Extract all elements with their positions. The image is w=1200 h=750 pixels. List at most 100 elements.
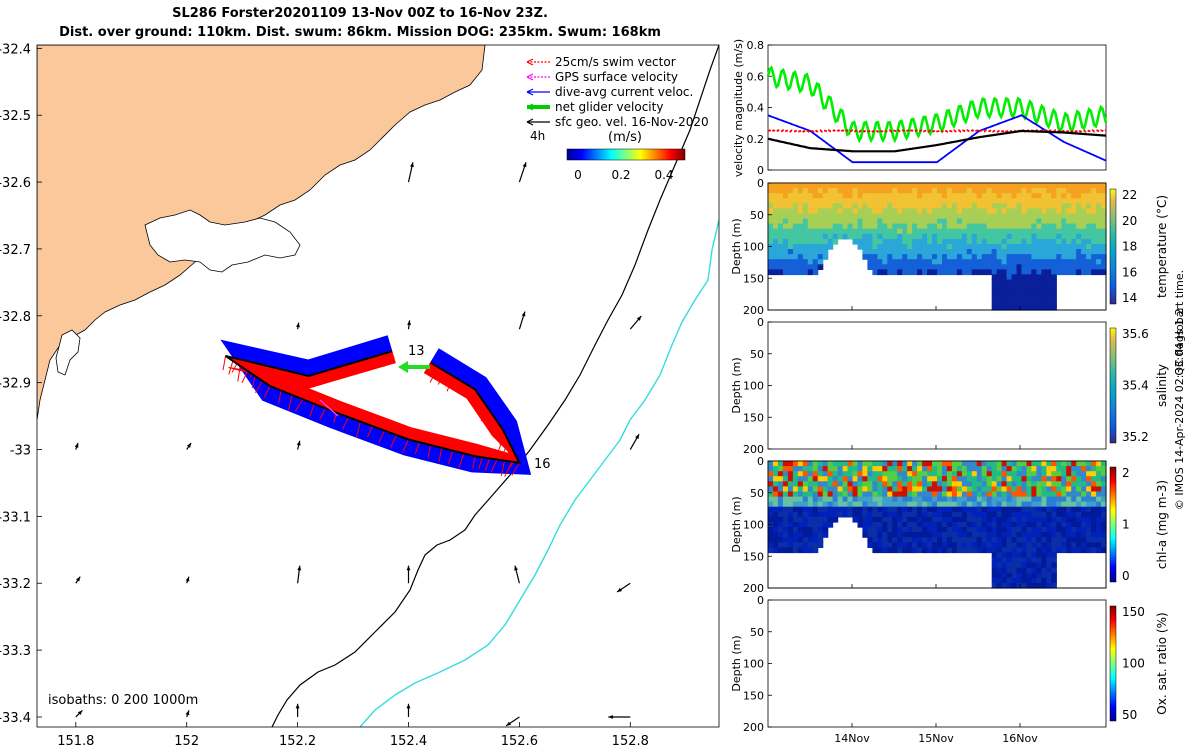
chla-cell xyxy=(927,486,933,493)
temperature-cell xyxy=(981,188,988,194)
chla-cell xyxy=(907,542,913,548)
temperature-cell xyxy=(1041,259,1047,265)
chla-cell xyxy=(1076,491,1082,498)
chla-cell xyxy=(937,522,943,528)
temperature-cell xyxy=(882,264,888,270)
temperature-cell xyxy=(777,193,784,199)
temperature-cell xyxy=(942,259,948,265)
temperature-cell xyxy=(882,228,888,235)
chla-cell xyxy=(1076,476,1082,482)
temperature-cell xyxy=(1096,228,1102,235)
temperature-cell xyxy=(812,188,819,194)
temperature-cell xyxy=(1061,238,1067,245)
temperature-cell xyxy=(1051,228,1057,235)
temperature-cell xyxy=(1076,249,1082,255)
chla-cell xyxy=(937,506,943,513)
chla-cell xyxy=(882,516,888,523)
temperature-cell xyxy=(827,193,834,199)
temperature-cell xyxy=(937,244,943,250)
chla-cell xyxy=(822,532,829,538)
chla-cell xyxy=(1086,471,1092,477)
chla-cell xyxy=(768,491,774,498)
temperature-cell xyxy=(981,218,988,225)
temperature-cell xyxy=(822,228,829,235)
temperature-cell xyxy=(802,238,809,245)
temperature-cell xyxy=(1101,213,1107,220)
temperature-cell xyxy=(777,223,784,230)
temperature-cell xyxy=(1086,223,1092,230)
chla-cell xyxy=(867,527,873,533)
chla-cell xyxy=(812,466,819,472)
temperature-cell xyxy=(1011,198,1018,204)
temperature-cell xyxy=(817,213,824,220)
geo-vector-head xyxy=(406,703,411,709)
temperature-cell xyxy=(1011,284,1018,291)
chla-cell xyxy=(942,542,948,548)
temperature-cell xyxy=(1071,269,1077,276)
chla-cell xyxy=(812,537,819,543)
temperature-cell xyxy=(971,269,978,276)
temperature-cell xyxy=(1006,228,1013,235)
chla-cell xyxy=(991,506,998,513)
chla-cell xyxy=(837,471,844,477)
chla-cell xyxy=(792,537,799,543)
chla-cell xyxy=(847,491,854,498)
temperature-cell xyxy=(1036,213,1042,220)
temperature-cell xyxy=(937,264,943,270)
chla-cell xyxy=(807,471,814,477)
temperature-cell xyxy=(857,233,864,240)
swim-vector-tick xyxy=(371,355,379,367)
temperature-cell xyxy=(773,233,779,240)
chla-cell xyxy=(787,491,794,498)
chla-cell xyxy=(917,511,923,518)
chla-cell xyxy=(1041,466,1047,472)
chla-cell xyxy=(956,527,963,533)
chla-cell xyxy=(773,481,779,487)
chla-cell xyxy=(872,496,878,503)
velocity-panel: 00.20.40.60.8 velocity magnitude (m/s) xyxy=(732,39,1108,177)
temperature-cell xyxy=(1091,218,1097,225)
temperature-cell xyxy=(867,208,873,215)
temperature-cell xyxy=(996,244,1003,250)
chla-cell xyxy=(897,532,903,538)
temperature-cell xyxy=(892,238,898,245)
chla-cell xyxy=(946,506,953,513)
depth-tick-label: 200 xyxy=(743,582,764,595)
temperature-cell xyxy=(986,188,993,194)
chla-cell xyxy=(1001,567,1008,574)
chla-cell xyxy=(966,476,973,482)
chla-cell xyxy=(961,466,968,472)
chla-cell xyxy=(837,496,844,503)
temperature-cell xyxy=(907,233,913,240)
chla-cell xyxy=(966,501,973,508)
chla-cell xyxy=(777,461,784,467)
chla-colorbar xyxy=(1109,466,1117,583)
temperature-cell xyxy=(956,269,963,276)
chla-cell xyxy=(1041,537,1047,543)
swim-vector-tick xyxy=(378,430,385,443)
temperature-cell xyxy=(773,249,779,255)
swim-vector-tick xyxy=(342,416,349,430)
temperature-cell xyxy=(937,183,943,189)
temperature-cell xyxy=(961,213,968,220)
chla-cell xyxy=(827,466,834,472)
chla-cell xyxy=(1081,511,1087,518)
chla-cell xyxy=(897,481,903,487)
temperature-cell xyxy=(1066,198,1072,204)
chla-cell xyxy=(897,537,903,543)
chla-cell xyxy=(1051,486,1057,493)
temperature-cell xyxy=(777,218,784,225)
chla-cell xyxy=(832,461,839,467)
temperature-cell xyxy=(937,228,943,235)
chla-cell xyxy=(981,466,988,472)
chla-cell xyxy=(966,542,973,548)
temperature-cell xyxy=(1036,294,1042,301)
temperature-cell xyxy=(907,198,913,204)
temperature-cell xyxy=(981,233,988,240)
temperature-cell xyxy=(792,223,799,230)
chla-cell xyxy=(1036,542,1042,548)
temperature-cell xyxy=(917,244,923,250)
chla-cell xyxy=(802,522,809,528)
chla-cell xyxy=(961,476,968,482)
temperature-cell xyxy=(1046,279,1052,286)
